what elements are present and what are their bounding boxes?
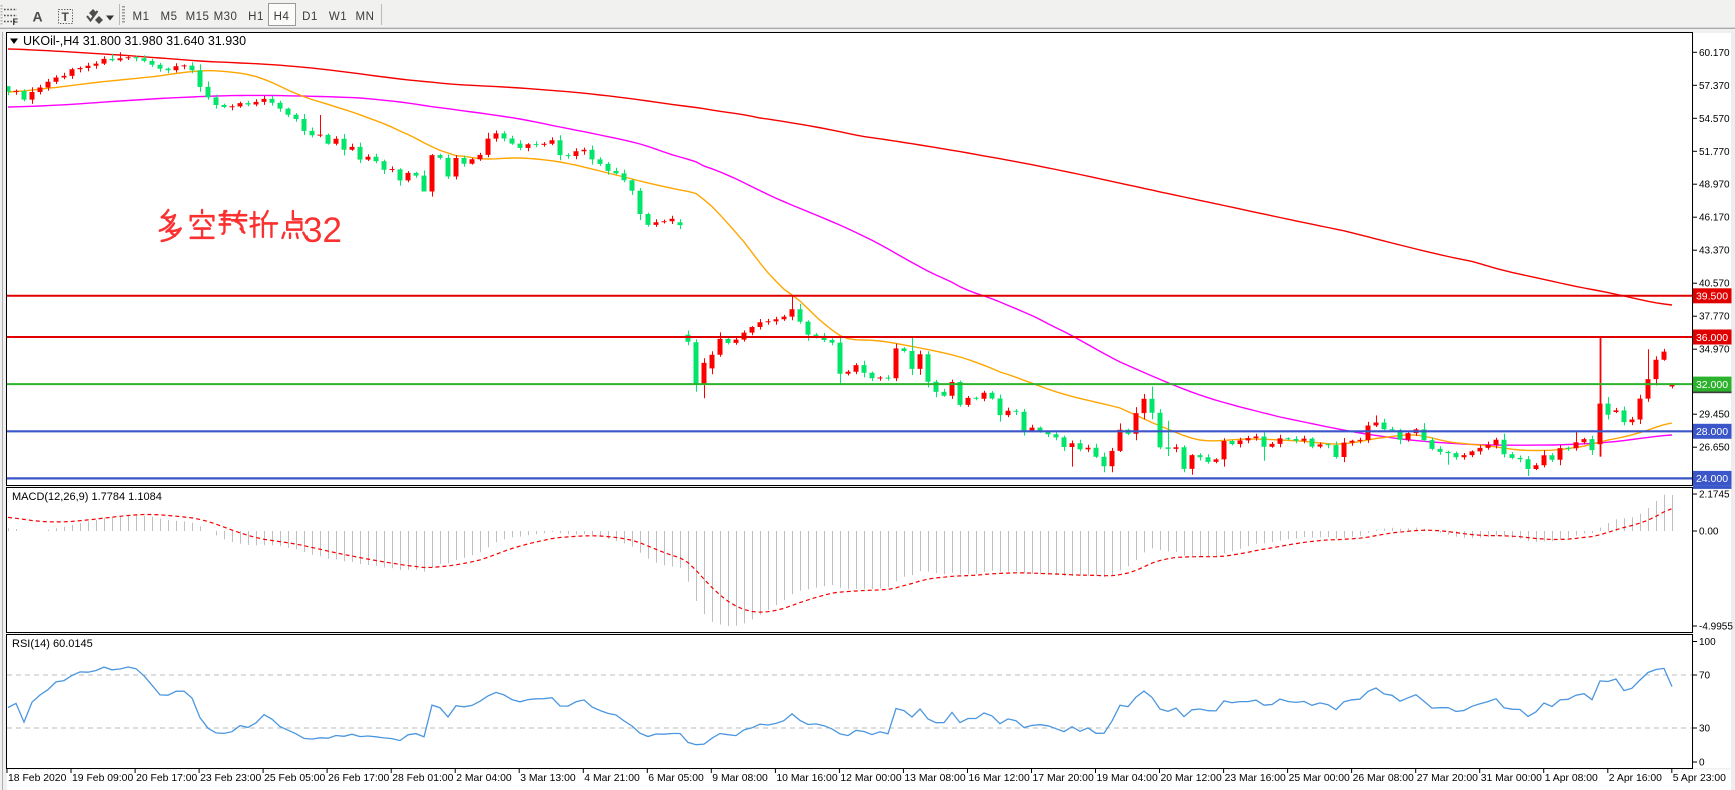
svg-text:37.770: 37.770: [1699, 312, 1730, 323]
svg-text:25 Mar 00:00: 25 Mar 00:00: [1289, 773, 1350, 784]
svg-text:MN: MN: [356, 11, 375, 23]
svg-text:28.000: 28.000: [1696, 426, 1728, 438]
svg-text:W1: W1: [329, 11, 347, 23]
svg-text:4 Mar 21:00: 4 Mar 21:00: [584, 773, 640, 784]
svg-text:28 Feb 01:00: 28 Feb 01:00: [392, 773, 453, 784]
svg-text:27 Mar 20:00: 27 Mar 20:00: [1417, 773, 1478, 784]
svg-text:51.770: 51.770: [1699, 147, 1730, 158]
svg-text:46.170: 46.170: [1699, 213, 1730, 224]
svg-text:D1: D1: [302, 11, 318, 23]
svg-text:70: 70: [1699, 671, 1711, 682]
svg-text:3 Mar 13:00: 3 Mar 13:00: [520, 773, 576, 784]
svg-text:9 Mar 08:00: 9 Mar 08:00: [712, 773, 768, 784]
svg-text:20 Feb 17:00: 20 Feb 17:00: [136, 773, 197, 784]
svg-text:T: T: [62, 10, 70, 24]
svg-text:100: 100: [1699, 637, 1716, 648]
svg-text:2.1745: 2.1745: [1699, 490, 1730, 501]
svg-text:23 Feb 23:00: 23 Feb 23:00: [200, 773, 261, 784]
svg-text:25 Feb 05:00: 25 Feb 05:00: [264, 773, 325, 784]
svg-text:MACD(12,26,9) 1.7784 1.1084: MACD(12,26,9) 1.7784 1.1084: [12, 491, 162, 503]
svg-text:H1: H1: [248, 11, 264, 23]
svg-text:23 Mar 16:00: 23 Mar 16:00: [1225, 773, 1286, 784]
svg-text:24.000: 24.000: [1696, 473, 1728, 485]
svg-text:13 Mar 08:00: 13 Mar 08:00: [904, 773, 965, 784]
svg-text:M1: M1: [133, 11, 150, 23]
svg-text:0.00: 0.00: [1699, 527, 1719, 538]
svg-text:57.370: 57.370: [1699, 81, 1730, 92]
svg-text:12 Mar 00:00: 12 Mar 00:00: [840, 773, 901, 784]
svg-text:1 Apr 08:00: 1 Apr 08:00: [1545, 773, 1598, 784]
svg-text:0: 0: [1699, 758, 1705, 769]
svg-text:30: 30: [1699, 724, 1711, 735]
svg-text:26 Mar 08:00: 26 Mar 08:00: [1353, 773, 1414, 784]
svg-text:43.370: 43.370: [1699, 246, 1730, 257]
svg-text:UKOil-,H4 31.800 31.980 31.64: UKOil-,H4 31.800 31.980 31.640 31.930: [23, 34, 246, 48]
svg-text:2 Apr 16:00: 2 Apr 16:00: [1609, 773, 1662, 784]
svg-text:RSI(14) 60.0145: RSI(14) 60.0145: [12, 638, 93, 650]
svg-text:H4: H4: [274, 11, 290, 23]
svg-text:M15: M15: [186, 11, 210, 23]
svg-text:-4.9955: -4.9955: [1699, 622, 1733, 633]
svg-text:34.970: 34.970: [1699, 345, 1730, 356]
svg-text:5 Apr 23:00: 5 Apr 23:00: [1673, 773, 1726, 784]
svg-text:36.000: 36.000: [1696, 332, 1728, 344]
svg-text:60.170: 60.170: [1699, 48, 1730, 59]
svg-text:31 Mar 00:00: 31 Mar 00:00: [1481, 773, 1542, 784]
svg-text:F: F: [13, 17, 19, 27]
svg-text:26 Feb 17:00: 26 Feb 17:00: [328, 773, 389, 784]
svg-text:18 Feb 2020: 18 Feb 2020: [8, 773, 67, 784]
svg-text:10 Mar 16:00: 10 Mar 16:00: [776, 773, 837, 784]
svg-text:29.450: 29.450: [1699, 410, 1730, 421]
svg-text:26.650: 26.650: [1699, 443, 1730, 454]
svg-text:16 Mar 12:00: 16 Mar 12:00: [969, 773, 1030, 784]
svg-text:48.970: 48.970: [1699, 180, 1730, 191]
svg-text:6 Mar 05:00: 6 Mar 05:00: [648, 773, 704, 784]
svg-text:19 Mar 04:00: 19 Mar 04:00: [1097, 773, 1158, 784]
svg-text:2 Mar 04:00: 2 Mar 04:00: [456, 773, 512, 784]
svg-text:32: 32: [303, 211, 342, 250]
svg-text:A: A: [33, 9, 43, 25]
svg-text:20 Mar 12:00: 20 Mar 12:00: [1161, 773, 1222, 784]
svg-text:54.570: 54.570: [1699, 114, 1730, 125]
svg-text:M30: M30: [214, 11, 238, 23]
svg-text:40.570: 40.570: [1699, 279, 1730, 290]
svg-text:32.000: 32.000: [1696, 379, 1728, 391]
svg-text:39.500: 39.500: [1696, 291, 1728, 303]
svg-text:17 Mar 20:00: 17 Mar 20:00: [1033, 773, 1094, 784]
svg-text:M5: M5: [161, 11, 178, 23]
svg-text:19 Feb 09:00: 19 Feb 09:00: [72, 773, 133, 784]
